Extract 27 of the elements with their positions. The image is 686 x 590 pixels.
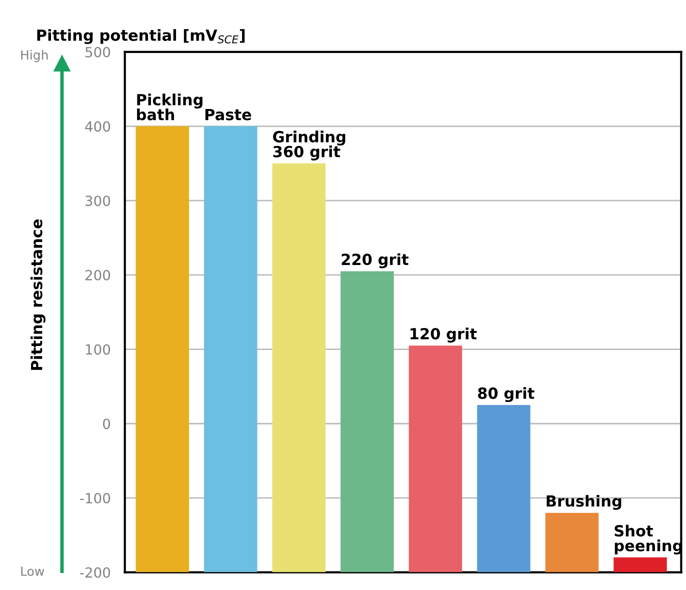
text: Low — [21, 566, 44, 576]
bar — [204, 126, 258, 572]
annotation: Brushing — [546, 494, 622, 510]
y-tick-label: -200 — [80, 567, 110, 578]
annotation: Grinding 360 grit — [273, 130, 346, 160]
annotation: 220 grit — [342, 253, 408, 268]
y-axis-title: Pitting potential [mV$_{SCE}$] — [37, 29, 245, 44]
y-tick-label: 300 — [86, 196, 110, 206]
bar — [614, 557, 667, 572]
annotation: Paste — [205, 108, 252, 120]
y-tick-label: 0 — [103, 418, 110, 430]
bar — [408, 346, 462, 572]
bar — [136, 126, 190, 572]
bar — [545, 512, 599, 572]
annotation: 80 grit — [478, 387, 534, 402]
text: High — [21, 50, 48, 62]
text: Pitting resistance — [30, 219, 46, 370]
bar — [477, 405, 530, 572]
annotation: Pickling bath — [137, 94, 202, 120]
y-tick-label: 400 — [85, 121, 110, 132]
y-tick-label: 500 — [86, 46, 110, 58]
annotation: 120 grit — [410, 328, 477, 343]
bar — [340, 271, 394, 572]
y-tick-label: -100 — [80, 492, 110, 504]
bar — [272, 163, 326, 572]
y-tick-label: 100 — [86, 344, 110, 355]
y-tick-label: 200 — [85, 270, 110, 280]
